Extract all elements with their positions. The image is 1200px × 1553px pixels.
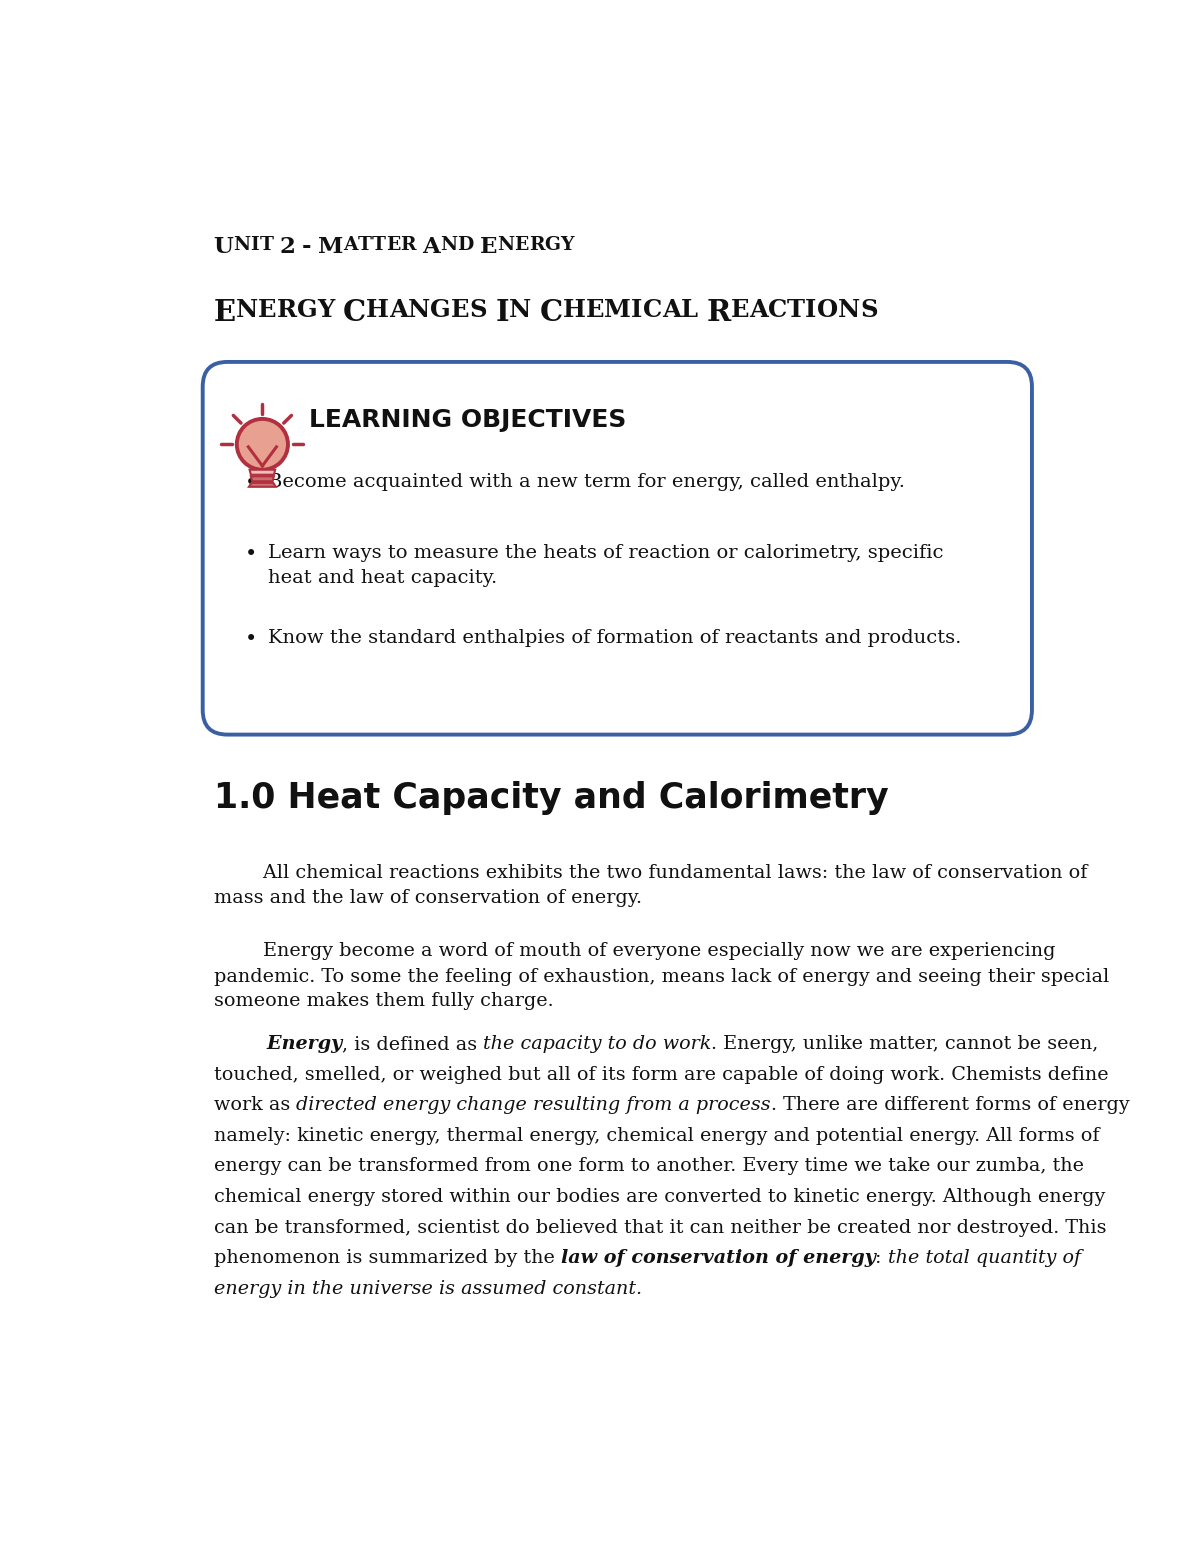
Text: All chemical reactions exhibits the two fundamental laws: the law of conservatio: All chemical reactions exhibits the two … xyxy=(214,863,1087,907)
Text: E: E xyxy=(480,236,498,258)
Text: G: G xyxy=(296,298,317,321)
Text: E: E xyxy=(515,236,529,255)
Text: G: G xyxy=(545,236,560,255)
Text: N: N xyxy=(498,236,515,255)
Text: N: N xyxy=(235,298,258,321)
Text: work as: work as xyxy=(214,1096,296,1114)
Text: . There are different forms of energy: . There are different forms of energy xyxy=(770,1096,1129,1114)
Text: N: N xyxy=(234,236,251,255)
Text: N: N xyxy=(408,298,430,321)
Text: law of conservation of energy: law of conservation of energy xyxy=(560,1250,876,1267)
Text: E: E xyxy=(731,298,749,321)
Text: T: T xyxy=(259,236,274,255)
Text: T: T xyxy=(358,236,372,255)
Text: energy in the universe is assumed constant.: energy in the universe is assumed consta… xyxy=(214,1280,642,1298)
Polygon shape xyxy=(250,469,275,475)
Text: A: A xyxy=(389,298,408,321)
Text: Y: Y xyxy=(317,298,335,321)
Text: G: G xyxy=(430,298,451,321)
Text: 2: 2 xyxy=(280,236,295,258)
Text: S: S xyxy=(469,298,487,321)
Text: chemical energy stored within our bodies are converted to kinetic energy. Althou: chemical energy stored within our bodies… xyxy=(214,1188,1105,1207)
Text: :: : xyxy=(876,1250,888,1267)
Text: C: C xyxy=(643,298,662,321)
Text: I: I xyxy=(496,298,509,328)
FancyBboxPatch shape xyxy=(203,362,1032,735)
Text: A: A xyxy=(662,298,680,321)
Text: R: R xyxy=(707,298,731,328)
Text: D: D xyxy=(457,236,474,255)
Text: the capacity to do work: the capacity to do work xyxy=(484,1034,712,1053)
Circle shape xyxy=(238,419,287,469)
Text: touched, smelled, or weighed but all of its form are capable of doing work. Chem: touched, smelled, or weighed but all of … xyxy=(214,1065,1108,1084)
Text: M: M xyxy=(318,236,343,258)
Text: phenomenon is summarized by the: phenomenon is summarized by the xyxy=(214,1250,560,1267)
Text: T: T xyxy=(372,236,386,255)
Text: can be transformed, scientist do believed that it can neither be created nor des: can be transformed, scientist do believe… xyxy=(214,1219,1106,1236)
Text: •: • xyxy=(245,629,257,649)
Text: LEARNING OBJECTIVES: LEARNING OBJECTIVES xyxy=(308,408,626,432)
Text: Y: Y xyxy=(560,236,574,255)
Text: H: H xyxy=(366,298,389,321)
Text: L: L xyxy=(680,298,698,321)
Text: N: N xyxy=(838,298,860,321)
Text: the total quantity of: the total quantity of xyxy=(888,1250,1081,1267)
Text: R: R xyxy=(276,298,296,321)
Text: M: M xyxy=(605,298,631,321)
Text: E: E xyxy=(451,298,469,321)
Text: energy can be transformed from one form to another. Every time we take our zumba: energy can be transformed from one form … xyxy=(214,1157,1084,1176)
Text: C: C xyxy=(768,298,787,321)
Text: Learn ways to measure the heats of reaction or calorimetry, specific
heat and he: Learn ways to measure the heats of react… xyxy=(268,545,943,587)
Text: I: I xyxy=(631,298,643,321)
Text: I: I xyxy=(251,236,259,255)
Text: Energy become a word of mouth of everyone especially now we are experiencing
pan: Energy become a word of mouth of everyon… xyxy=(214,943,1109,1011)
Text: A: A xyxy=(422,236,440,258)
Text: directed energy change resulting from a process: directed energy change resulting from a … xyxy=(296,1096,770,1114)
Text: , is defined as: , is defined as xyxy=(342,1034,484,1053)
Text: R: R xyxy=(401,236,416,255)
Text: •: • xyxy=(245,472,257,492)
Text: -: - xyxy=(302,236,312,258)
Text: E: E xyxy=(258,298,276,321)
Text: N: N xyxy=(440,236,457,255)
Text: Know the standard enthalpies of formation of reactants and products.: Know the standard enthalpies of formatio… xyxy=(268,629,961,648)
Text: U: U xyxy=(214,236,234,258)
Text: Become acquainted with a new term for energy, called enthalpy.: Become acquainted with a new term for en… xyxy=(268,472,905,491)
Text: E: E xyxy=(214,298,235,328)
Text: E: E xyxy=(586,298,605,321)
Polygon shape xyxy=(248,483,276,486)
Text: N: N xyxy=(509,298,532,321)
Text: T: T xyxy=(787,298,805,321)
Text: S: S xyxy=(860,298,877,321)
Text: namely: kinetic energy, thermal energy, chemical energy and potential energy. Al: namely: kinetic energy, thermal energy, … xyxy=(214,1127,1099,1145)
Text: •: • xyxy=(245,545,257,564)
Text: A: A xyxy=(343,236,358,255)
Polygon shape xyxy=(251,477,274,481)
Text: C: C xyxy=(343,298,366,328)
Text: A: A xyxy=(749,298,768,321)
Text: O: O xyxy=(816,298,838,321)
Text: E: E xyxy=(386,236,401,255)
Text: . Energy, unlike matter, cannot be seen,: . Energy, unlike matter, cannot be seen, xyxy=(712,1034,1099,1053)
Text: 1.0 Heat Capacity and Calorimetry: 1.0 Heat Capacity and Calorimetry xyxy=(214,781,888,815)
Text: I: I xyxy=(805,298,816,321)
Text: Energy: Energy xyxy=(214,1034,342,1053)
Text: H: H xyxy=(563,298,586,321)
Text: C: C xyxy=(540,298,563,328)
Text: R: R xyxy=(529,236,545,255)
